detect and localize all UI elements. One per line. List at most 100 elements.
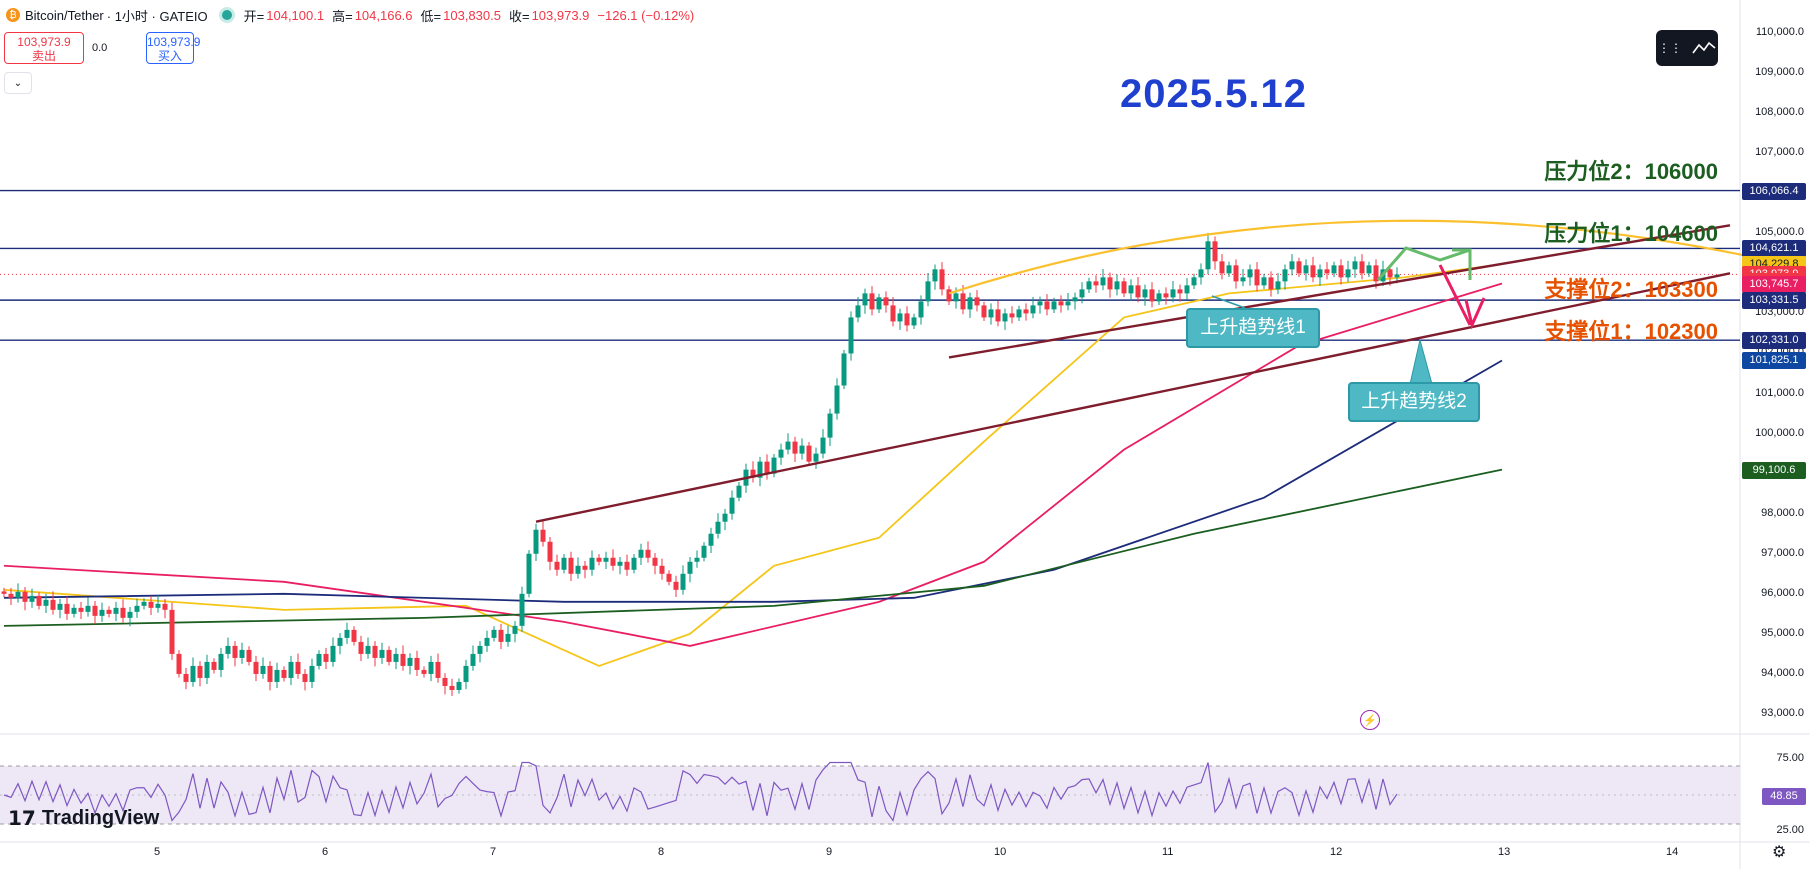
candle-39 xyxy=(274,669,280,682)
candle-140 xyxy=(981,305,987,318)
gear-icon[interactable]: ⚙ xyxy=(1772,844,1787,861)
candle-6 xyxy=(43,599,49,606)
resistance-2-label: 压力位2：106000 xyxy=(1544,159,1718,184)
candle-113 xyxy=(792,441,798,454)
date-annotation: 2025.5.12 xyxy=(1120,72,1307,116)
candle-65 xyxy=(456,681,462,690)
candle-27 xyxy=(190,665,196,682)
candle-89 xyxy=(624,561,630,570)
candle-16 xyxy=(113,607,119,614)
candle-101 xyxy=(708,533,714,546)
candle-85 xyxy=(596,557,602,562)
candle-189 xyxy=(1324,269,1330,274)
trend-line-1 xyxy=(948,224,1731,359)
candle-13 xyxy=(92,605,98,616)
buy-button[interactable]: 103,973.9 买入 xyxy=(146,32,200,64)
price-badge: 103,745.7 xyxy=(1742,275,1806,293)
collapse-toggle[interactable]: ⌄ xyxy=(4,72,32,94)
candle-83 xyxy=(582,565,588,570)
time-tick-label: 8 xyxy=(658,846,665,858)
bitcoin-icon: ₿ xyxy=(6,8,20,22)
candle-30 xyxy=(211,661,217,670)
price-tick-label: 95,000.0 xyxy=(1761,626,1804,639)
high-label: 高= xyxy=(332,8,353,24)
bullish-projection-arrow xyxy=(1376,246,1471,281)
sell-button[interactable]: 103,973.9 卖出 xyxy=(4,32,84,64)
resistance-1-label: 压力位1：104600 xyxy=(1544,221,1718,246)
close-label: 收= xyxy=(508,8,530,24)
candle-137 xyxy=(960,293,966,310)
trend-line-2-callout[interactable]: 上升趋势线2 xyxy=(1348,382,1480,422)
candle-100 xyxy=(701,545,707,558)
candle-141 xyxy=(988,309,994,318)
candle-35 xyxy=(246,649,252,662)
candle-166 xyxy=(1163,293,1169,298)
candle-159 xyxy=(1114,281,1120,290)
symbol-interval[interactable]: · 1小时 · GATEIO xyxy=(106,8,208,24)
time-tick-label: 13 xyxy=(1498,846,1511,858)
bearish-projection-arrow xyxy=(1438,264,1472,326)
candle-0 xyxy=(1,591,7,594)
candle-68 xyxy=(477,645,483,654)
candle-64 xyxy=(449,685,455,690)
trend-line-1-callout[interactable]: 上升趋势线1 xyxy=(1186,308,1320,348)
candle-145 xyxy=(1016,309,1022,318)
candle-80 xyxy=(561,557,567,570)
candle-53 xyxy=(372,645,378,658)
candle-182 xyxy=(1275,281,1281,290)
price-tick-label: 110,000.0 xyxy=(1755,26,1804,38)
candle-79 xyxy=(554,561,560,570)
candle-22 xyxy=(155,603,161,608)
candle-199 xyxy=(1394,274,1400,278)
candle-67 xyxy=(470,653,476,666)
candle-69 xyxy=(484,637,490,646)
candle-134 xyxy=(939,269,945,290)
candle-97 xyxy=(680,573,686,590)
candle-1 xyxy=(8,593,14,598)
candle-123 xyxy=(862,293,868,306)
candle-34 xyxy=(239,649,245,658)
time-tick-label: 10 xyxy=(994,846,1007,858)
candle-173 xyxy=(1212,241,1218,262)
candle-18 xyxy=(127,611,133,618)
candle-143 xyxy=(1002,313,1008,322)
chart-tool-button[interactable]: ⋮⋮ xyxy=(1656,30,1718,66)
candle-56 xyxy=(393,653,399,662)
candle-162 xyxy=(1135,285,1141,298)
candle-178 xyxy=(1247,269,1253,278)
low-value: 103,830.5 xyxy=(443,7,501,23)
candle-48 xyxy=(337,637,343,646)
candle-61 xyxy=(428,661,434,674)
candle-38 xyxy=(267,665,273,682)
price-badge: 99,100.6 xyxy=(1742,461,1806,479)
candle-177 xyxy=(1240,277,1246,282)
candle-87 xyxy=(610,557,616,566)
tradingview-logo: 𝟭𝟳 TradingView xyxy=(8,806,159,831)
price-tick-label: 94,000.0 xyxy=(1761,666,1804,679)
candle-60 xyxy=(421,669,427,674)
price-tick-label: 96,000.0 xyxy=(1761,586,1804,599)
time-tick-label: 14 xyxy=(1666,846,1679,858)
candle-5 xyxy=(36,595,42,606)
trend-1-pointer xyxy=(1211,295,1246,309)
candle-164 xyxy=(1149,289,1155,302)
candle-152 xyxy=(1065,301,1071,306)
candle-84 xyxy=(589,557,595,570)
symbol-name[interactable]: Bitcoin/Tether xyxy=(25,7,104,23)
candle-176 xyxy=(1233,265,1239,282)
candle-107 xyxy=(750,469,756,478)
candle-110 xyxy=(771,457,777,474)
open-value: 104,100.1 xyxy=(266,7,325,23)
candle-188 xyxy=(1317,269,1323,278)
candle-170 xyxy=(1191,277,1197,286)
candle-194 xyxy=(1359,261,1365,274)
candle-158 xyxy=(1107,277,1113,290)
bolt-icon[interactable]: ⚡ xyxy=(1360,710,1380,730)
candle-151 xyxy=(1058,301,1064,306)
candle-40 xyxy=(281,669,287,678)
price-tick-label: 103,000.0 xyxy=(1755,306,1804,319)
candle-117 xyxy=(820,437,826,454)
candle-88 xyxy=(617,561,623,566)
